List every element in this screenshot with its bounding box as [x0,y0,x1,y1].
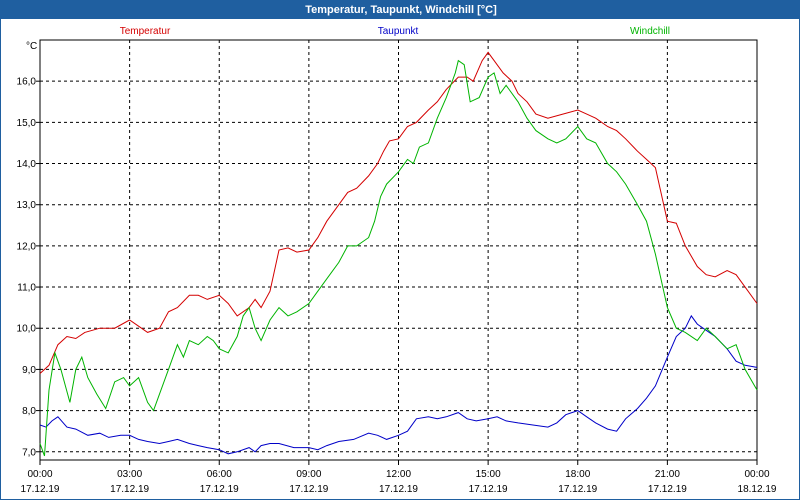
series-lines [39,51,758,457]
x-tick-date: 17.12.19 [289,484,328,495]
y-tick-label: 11,0 [17,283,36,294]
x-tick-time: 00:00 [744,469,769,480]
axes: 7,0 8,0 9,0 10,0 11,0 12,0 13,0 14,0 15,0 16,0 °C 0… [17,41,777,495]
chart-title: Temperatur, Taupunkt, Windchill [°C] [1,1,800,19]
y-axis-label: °C [26,41,37,52]
x-tick-date: 17.12.19 [469,484,508,495]
series-line-temperatur [39,51,758,374]
legend: Temperatur Taupunkt Windchill [120,26,670,37]
grid [40,40,757,460]
y-tick-label: 9,0 [22,365,36,376]
x-tick-time: 21:00 [655,469,680,480]
x-tick-date: 17.12.19 [558,484,597,495]
x-tick-date: 17.12.19 [200,484,239,495]
legend-entry-taupunkt: Taupunkt [378,26,419,37]
x-tick-time: 09:00 [296,469,321,480]
y-tick-label: 16,0 [17,77,37,88]
y-tick-label: 12,0 [17,241,37,252]
x-tick-date: 17.12.19 [110,484,149,495]
series-line-taupunkt [39,314,758,455]
y-tick-label: 14,0 [17,159,37,170]
series-line-windchill [39,59,758,457]
y-tick-label: 13,0 [17,200,37,211]
x-tick-date: 17.12.19 [379,484,418,495]
x-tick-time: 06:00 [207,469,232,480]
x-tick-time: 00:00 [27,469,52,480]
x-tick-date: 17.12.19 [21,484,60,495]
x-tick-date: 18.12.19 [738,484,777,495]
x-tick-time: 12:00 [386,469,411,480]
y-tick-label: 8,0 [22,406,36,417]
legend-entry-windchill: Windchill [630,26,670,37]
y-tick-label: 15,0 [17,118,37,129]
y-tick-label: 10,0 [17,324,37,335]
legend-entry-temperatur: Temperatur [120,26,171,37]
y-tick-label: 7,0 [22,447,36,458]
x-tick-time: 15:00 [476,469,501,480]
x-tick-time: 03:00 [117,469,142,480]
x-tick-date: 17.12.19 [648,484,687,495]
x-tick-time: 18:00 [565,469,590,480]
